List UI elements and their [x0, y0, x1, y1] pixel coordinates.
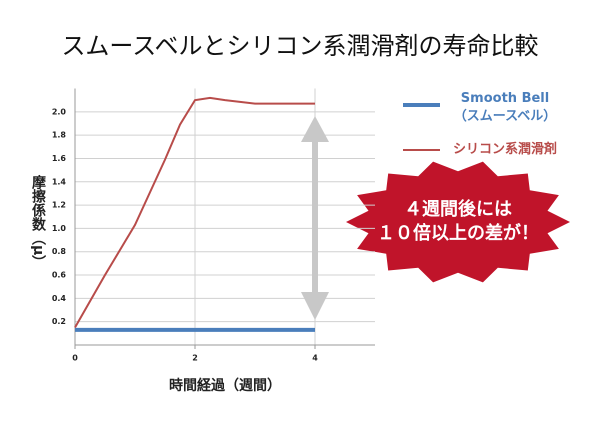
y-axis-label: 摩擦係数（μ）: [30, 175, 46, 270]
y-tick-label: 0.2: [52, 317, 66, 326]
x-tick-label: 4: [312, 354, 318, 363]
y-tick-label: 0.4: [52, 294, 67, 303]
y-tick-label: 2.0: [52, 107, 67, 116]
chart-title: スムースベルとシリコン系潤滑剤の寿命比較: [61, 32, 539, 60]
series-line: [74, 96, 315, 329]
arrow-head: [301, 292, 329, 320]
annotation: ４週間後には １０倍以上の差が！: [377, 199, 539, 244]
arrow-head: [301, 116, 329, 142]
y-tick-label: 1.2: [52, 201, 66, 210]
x-tick-label: 2: [192, 354, 198, 363]
y-tick-label: 0.8: [52, 247, 67, 256]
legend-label: Smooth Bell （スムースベル）: [453, 91, 557, 124]
y-tick-label: 1.6: [52, 154, 67, 163]
y-tick-label: 0.6: [52, 271, 67, 280]
y-tick-label: 1.8: [52, 131, 67, 140]
y-tick-label: 1.4: [52, 177, 67, 186]
y-tick-label: 1.0: [52, 224, 67, 233]
annotation-badge: [346, 161, 570, 283]
legend-label: シリコン系潤滑剤: [452, 142, 557, 157]
x-axis-label: 時間経過（週間）: [169, 378, 281, 394]
x-tick-label: 0: [72, 354, 78, 363]
